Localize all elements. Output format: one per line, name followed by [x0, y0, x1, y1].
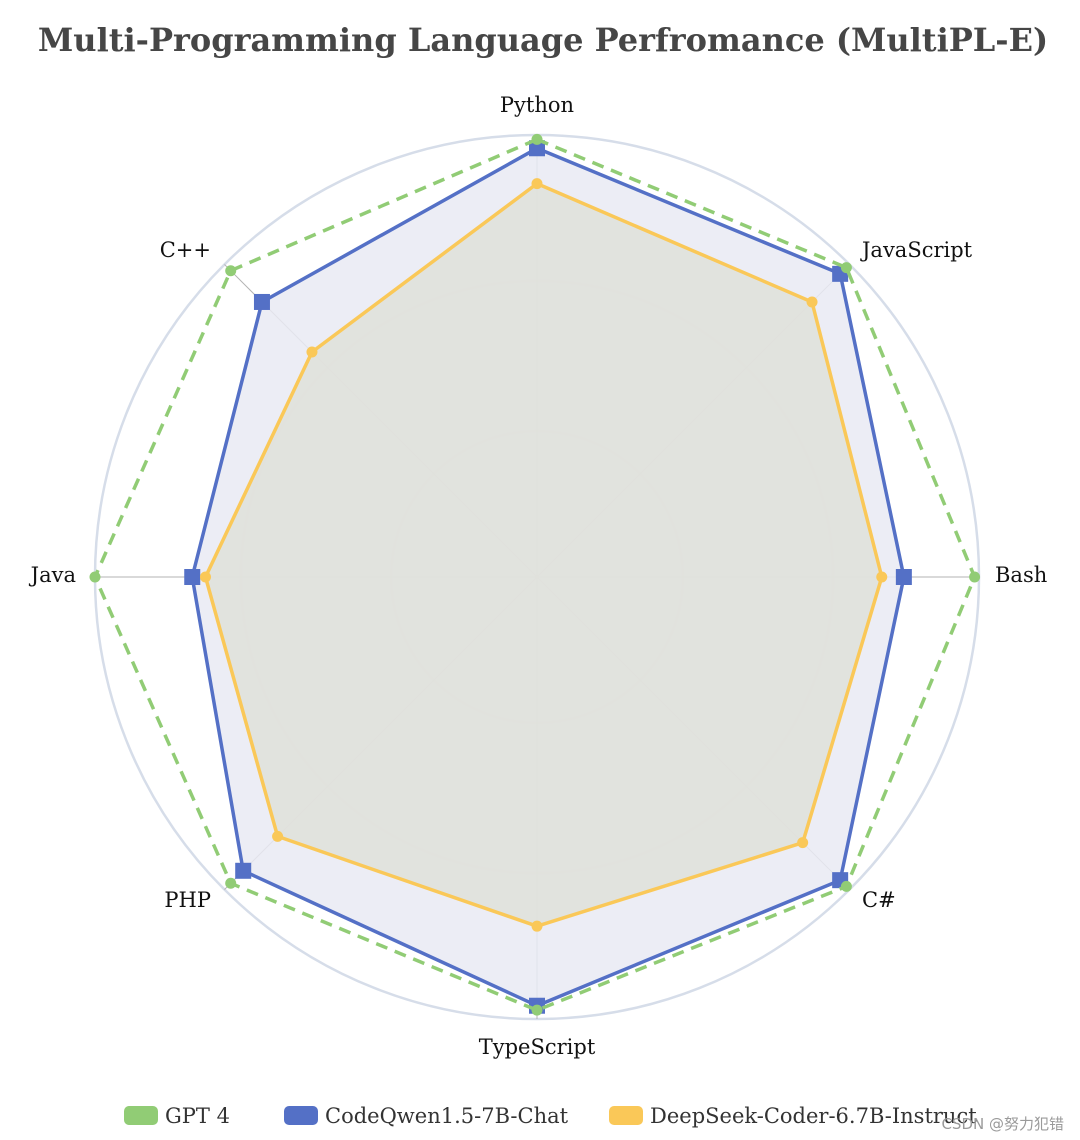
chart-title: Multi-Programming Language Perfromance (… [38, 21, 1048, 59]
data-point[interactable] [531, 178, 543, 190]
data-point[interactable] [253, 293, 270, 310]
axis-label: C# [862, 888, 896, 912]
data-point[interactable] [969, 571, 981, 583]
legend-swatch [609, 1106, 643, 1125]
series-line [93, 137, 977, 1012]
data-point[interactable] [225, 877, 237, 889]
series-2 [200, 178, 888, 932]
data-point[interactable] [840, 262, 852, 274]
axis-label: Bash [995, 563, 1047, 587]
radar-series [89, 133, 981, 1016]
data-point[interactable] [306, 346, 318, 358]
data-point[interactable] [876, 571, 888, 583]
data-point[interactable] [840, 880, 852, 892]
data-point[interactable] [797, 837, 809, 849]
axis-label: Java [29, 563, 76, 587]
data-point[interactable] [225, 265, 237, 277]
legend-swatch [124, 1106, 158, 1125]
legend-label: CodeQwen1.5-7B-Chat [325, 1104, 569, 1128]
data-point[interactable] [184, 569, 201, 585]
data-point[interactable] [272, 830, 284, 842]
data-point[interactable] [531, 920, 543, 932]
legend[interactable]: GPT 4 CodeQwen1.5-7B-Chat DeepSeek-Coder-6… [124, 1104, 977, 1128]
legend-swatch [284, 1106, 318, 1125]
legend-item[interactable]: CodeQwen1.5-7B-Chat [284, 1104, 569, 1128]
watermark-text: CSDN @努力犯错 [941, 1115, 1064, 1133]
data-point[interactable] [895, 569, 912, 585]
legend-item[interactable]: DeepSeek-Coder-6.7B-Instruct [609, 1104, 977, 1128]
series-0 [89, 133, 981, 1016]
axis-label: JavaScript [860, 238, 973, 262]
data-point[interactable] [89, 571, 101, 583]
data-point[interactable] [529, 140, 545, 157]
legend-item[interactable]: GPT 4 [124, 1104, 230, 1128]
axis-label: PHP [164, 888, 211, 912]
data-point[interactable] [531, 133, 543, 145]
axis-label: TypeScript [479, 1035, 596, 1059]
axis-label: Python [500, 93, 574, 117]
data-point[interactable] [200, 571, 211, 583]
axis-label: C++ [160, 238, 211, 262]
legend-label: GPT 4 [165, 1104, 230, 1128]
data-point[interactable] [531, 1004, 543, 1016]
data-point[interactable] [235, 862, 252, 879]
data-point[interactable] [806, 296, 818, 308]
legend-label: DeepSeek-Coder-6.7B-Instruct [650, 1104, 977, 1128]
axis-labels: Python JavaScript Bash C# TypeScript PHP Java C… [29, 93, 1048, 1059]
